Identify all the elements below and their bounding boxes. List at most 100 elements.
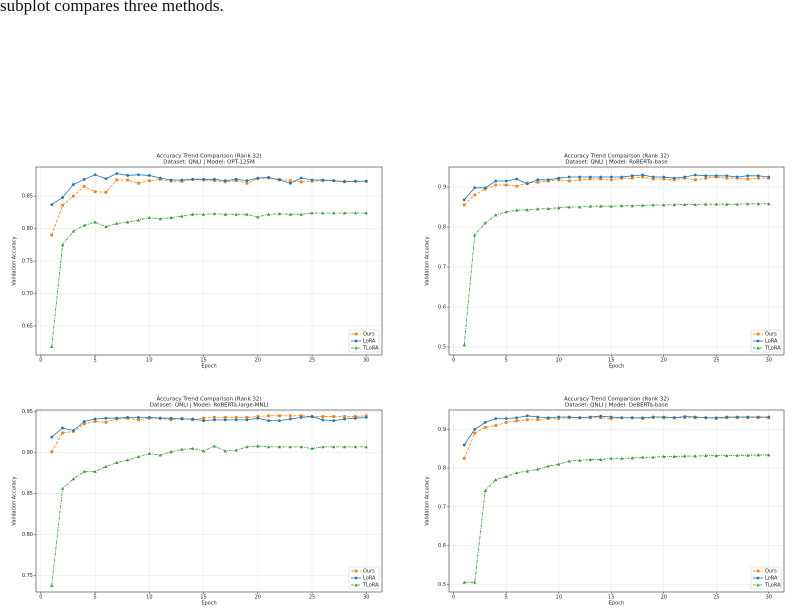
marker — [93, 173, 97, 177]
marker — [620, 204, 624, 208]
marker — [704, 453, 708, 458]
legend-marker — [756, 583, 760, 587]
marker — [288, 414, 292, 418]
marker — [332, 179, 336, 183]
plot-frame — [448, 409, 785, 593]
legend-box — [348, 329, 380, 353]
x-tick-label: 10 — [146, 358, 152, 364]
marker — [256, 444, 260, 448]
marker — [299, 212, 303, 216]
series-line — [51, 445, 367, 586]
marker — [343, 417, 346, 421]
marker — [234, 415, 238, 419]
marker — [525, 469, 529, 473]
marker — [332, 419, 336, 423]
marker — [147, 415, 151, 419]
marker — [60, 487, 65, 491]
marker — [126, 220, 130, 224]
marker — [525, 414, 529, 418]
marker — [662, 203, 666, 207]
marker — [93, 220, 97, 224]
marker — [82, 469, 86, 473]
marker — [462, 457, 466, 460]
marker — [515, 177, 519, 181]
marker — [725, 415, 729, 419]
marker — [147, 215, 151, 219]
marker — [693, 202, 697, 206]
y-axis-label: Validation Accuracy — [12, 236, 18, 285]
marker — [234, 418, 238, 422]
marker — [158, 453, 162, 457]
marker — [202, 177, 205, 181]
legend-marker — [354, 576, 358, 580]
marker — [546, 416, 550, 420]
marker — [245, 212, 249, 216]
marker — [245, 179, 249, 183]
marker — [267, 419, 271, 423]
marker — [115, 221, 119, 225]
marker — [588, 177, 592, 181]
marker — [767, 202, 771, 206]
marker — [72, 429, 75, 432]
marker — [180, 178, 184, 182]
marker — [557, 415, 561, 419]
marker — [756, 415, 760, 419]
marker — [104, 464, 108, 468]
marker — [515, 419, 519, 423]
marker — [115, 460, 119, 464]
marker — [332, 211, 336, 215]
marker — [137, 173, 140, 177]
x-tick-label: 20 — [255, 358, 261, 364]
marker — [115, 416, 119, 420]
marker — [746, 415, 750, 419]
marker — [725, 453, 729, 458]
marker — [672, 454, 676, 458]
marker — [662, 415, 666, 419]
legend-label: TLoRA — [764, 346, 781, 352]
marker — [735, 415, 739, 419]
legend-label: LoRA — [765, 339, 778, 345]
marker — [82, 185, 86, 188]
series-line — [51, 416, 367, 438]
marker — [137, 418, 140, 422]
marker — [267, 445, 271, 449]
marker — [104, 416, 108, 420]
marker — [201, 449, 206, 453]
marker — [364, 179, 368, 183]
marker — [223, 179, 227, 183]
marker — [483, 488, 487, 492]
marker — [609, 415, 613, 419]
marker — [61, 426, 64, 430]
marker — [71, 229, 76, 233]
marker — [321, 418, 325, 422]
marker — [599, 177, 603, 181]
y-tick-label: 0.8 — [438, 225, 446, 231]
marker — [288, 417, 292, 421]
marker — [704, 416, 708, 420]
marker — [714, 174, 718, 178]
marker — [104, 224, 108, 229]
y-tick-label: 0.85 — [22, 491, 33, 497]
marker — [169, 416, 173, 420]
marker — [473, 580, 477, 584]
marker — [620, 175, 624, 179]
marker — [278, 414, 281, 418]
marker — [588, 204, 592, 208]
marker — [515, 184, 519, 188]
x-axis-label: Epoch — [201, 601, 216, 607]
chart-subtitle: Dataset: QNLI | Model: DeBERTa-base — [565, 403, 669, 409]
marker — [746, 453, 750, 457]
marker — [746, 174, 750, 178]
marker — [525, 208, 529, 212]
series-line — [51, 212, 367, 347]
marker — [147, 174, 151, 177]
marker — [256, 416, 260, 420]
marker — [267, 212, 271, 216]
y-tick-label: 0.65 — [22, 323, 33, 329]
marker — [180, 447, 184, 451]
y-axis-label: Validation Accuracy — [425, 476, 431, 525]
x-tick-label: 0 — [39, 358, 42, 364]
marker — [61, 203, 64, 207]
marker — [494, 417, 498, 420]
marker — [321, 178, 325, 182]
